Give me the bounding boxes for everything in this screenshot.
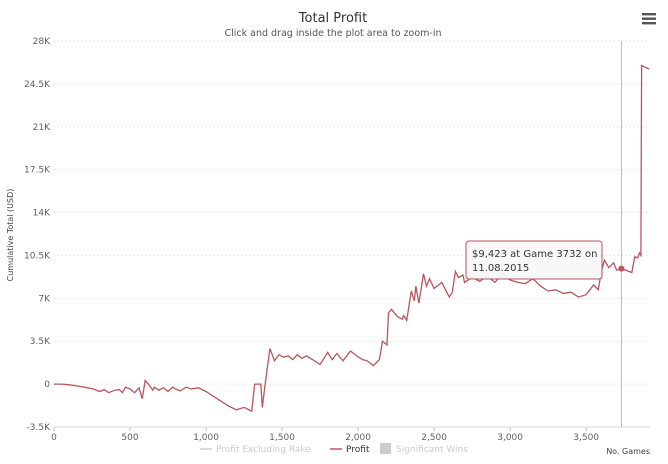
x-tick-label: 1,000 xyxy=(193,433,219,443)
chart-title: Total Profit xyxy=(298,11,367,26)
y-tick-label: 3.5K xyxy=(30,337,51,347)
x-tick-label: 2,500 xyxy=(421,433,447,443)
hover-point xyxy=(618,265,625,272)
y-tick-label: 10.5K xyxy=(24,251,51,261)
grid-lines xyxy=(54,40,650,428)
chart-subtitle: Click and drag inside the plot area to z… xyxy=(224,28,441,39)
legend-item[interactable]: Significant Wins xyxy=(396,445,468,455)
profit-series-line xyxy=(54,64,650,413)
y-axis: -3.5K 0 3.5K 7K 10.5K 14K 17.5K 21K 24.5K 28K xyxy=(24,37,51,433)
y-tick-label: 21K xyxy=(33,123,51,133)
tooltip-line-2: 11.08.2015 xyxy=(472,263,529,274)
legend: Profit Excluding Rake Profit Significant W… xyxy=(200,443,468,455)
x-tick-label: 500 xyxy=(121,433,138,443)
x-axis: 0 500 1,000 1,500 2,000 2,500 3,000 3,500 xyxy=(51,427,599,443)
x-tick-label: 2,000 xyxy=(345,433,371,443)
x-tick-label: 1,500 xyxy=(269,433,295,443)
y-tick-label: 17.5K xyxy=(24,166,51,176)
hamburger-menu-icon[interactable] xyxy=(640,10,658,26)
tooltip: $9,423 at Game 3732 on 11.08.2015 xyxy=(465,240,603,280)
legend-item[interactable]: Profit xyxy=(346,445,370,455)
y-tick-label: 7K xyxy=(38,294,51,304)
legend-symbol xyxy=(380,443,391,454)
y-tick-label: 28K xyxy=(33,37,51,47)
tooltip-line-1: $9,423 at Game 3732 on xyxy=(472,249,597,260)
y-tick-label: -3.5K xyxy=(27,423,52,433)
legend-item[interactable]: Profit Excluding Rake xyxy=(216,445,311,455)
x-tick-label: 3,000 xyxy=(497,433,523,443)
y-tick-label: 0 xyxy=(44,380,50,390)
y-tick-label: 24.5K xyxy=(24,80,51,90)
x-axis-title: No. Games xyxy=(606,447,650,456)
x-tick-label: 3,500 xyxy=(573,433,599,443)
y-tick-label: 14K xyxy=(33,209,51,219)
x-tick-label: 0 xyxy=(51,433,57,443)
y-axis-title: Cumulative Total (USD) xyxy=(6,189,15,282)
